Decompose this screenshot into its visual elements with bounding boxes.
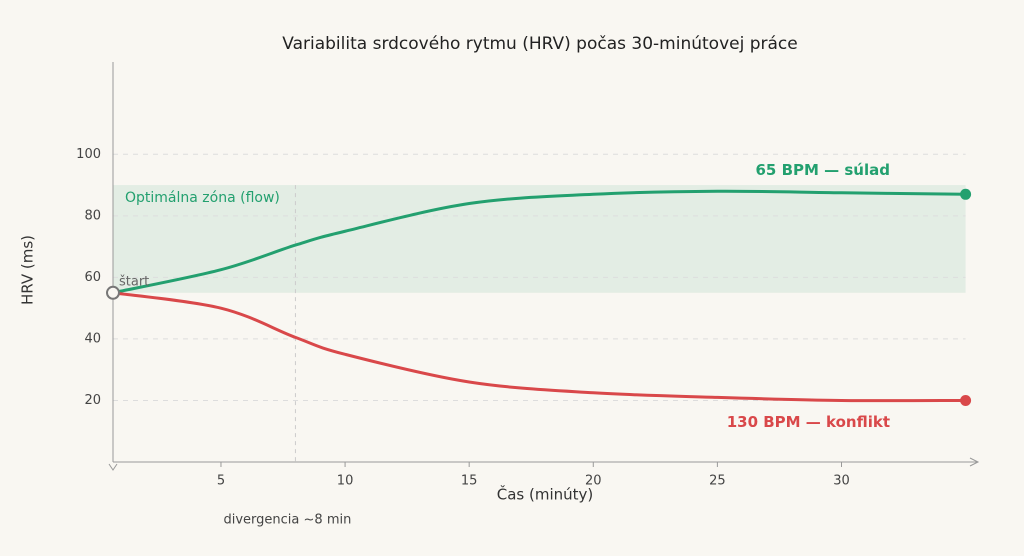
- start-label: štart: [119, 274, 149, 289]
- x-tick-label: 20: [585, 474, 602, 489]
- end-point: [960, 188, 972, 200]
- divergence-label: divergencia ~8 min: [224, 513, 352, 528]
- x-tick-label: 15: [461, 474, 478, 489]
- end-point: [960, 394, 972, 406]
- series-label: 65 BPM — súlad: [755, 161, 890, 179]
- y-tick-label: 100: [76, 147, 101, 162]
- chart-title: Variabilita srdcového rytmu (HRV) počas …: [282, 34, 797, 54]
- series-line: [112, 189, 966, 295]
- y-axis-arrow: [108, 463, 118, 471]
- x-axis-arrow: [969, 457, 980, 467]
- x-tick-label: 5: [217, 474, 225, 489]
- y-tick-label: 60: [84, 270, 101, 285]
- y-tick-label: 20: [84, 393, 101, 408]
- zone-label: Optimálna zóna (flow): [125, 190, 280, 206]
- x-tick-label: 10: [337, 474, 354, 489]
- series-line: [112, 291, 966, 403]
- series-label: 130 BPM — konflikt: [727, 413, 890, 431]
- y-axis-label: HRV (ms): [19, 235, 37, 305]
- start-point: [106, 285, 120, 300]
- y-tick-label: 40: [84, 331, 101, 346]
- zone-band: [113, 185, 966, 293]
- y-tick-label: 80: [84, 208, 101, 223]
- x-tick-label: 30: [833, 474, 850, 489]
- x-axis-label: Čas (minúty): [497, 485, 594, 504]
- x-tick-label: 25: [709, 474, 726, 489]
